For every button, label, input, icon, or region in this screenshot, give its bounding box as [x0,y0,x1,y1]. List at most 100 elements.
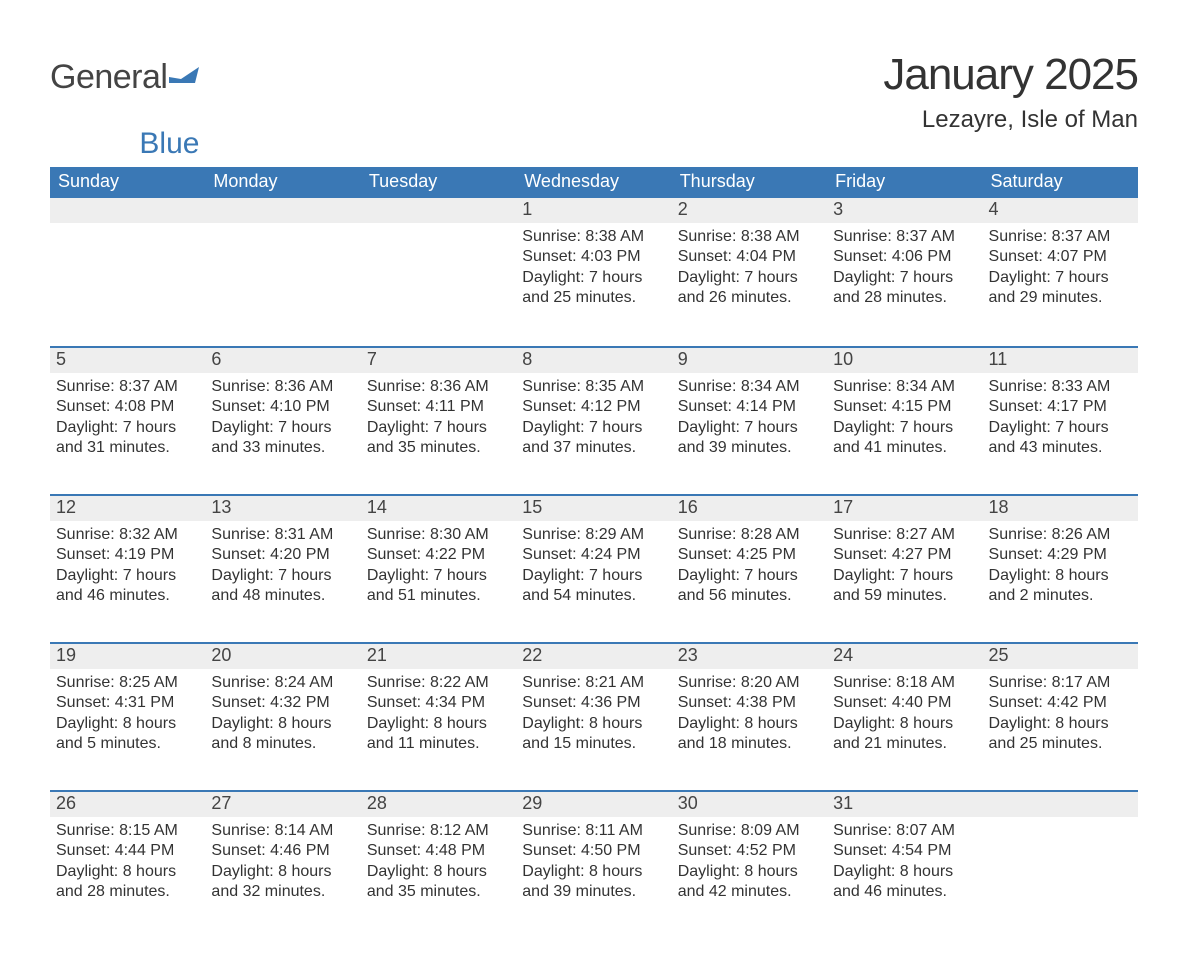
week-row: 12Sunrise: 8:32 AMSunset: 4:19 PMDayligh… [50,494,1138,642]
daylight-text-2: and 46 minutes. [56,586,199,606]
day-details: Sunrise: 8:11 AMSunset: 4:50 PMDaylight:… [516,817,671,921]
day-details [50,223,205,245]
daylight-text-2: and 35 minutes. [367,438,510,458]
day-details: Sunrise: 8:07 AMSunset: 4:54 PMDaylight:… [827,817,982,921]
week-row: 1Sunrise: 8:38 AMSunset: 4:03 PMDaylight… [50,198,1138,346]
sunset-text: Sunset: 4:48 PM [367,841,510,861]
daylight-text-2: and 54 minutes. [522,586,665,606]
weekday-sunday: Sunday [50,167,205,198]
day-cell [205,198,360,346]
daylight-text-2: and 35 minutes. [367,882,510,902]
sunset-text: Sunset: 4:34 PM [367,693,510,713]
day-details: Sunrise: 8:37 AMSunset: 4:07 PMDaylight:… [983,223,1138,327]
daylight-text-2: and 31 minutes. [56,438,199,458]
day-cell: 4Sunrise: 8:37 AMSunset: 4:07 PMDaylight… [983,198,1138,346]
weeks-container: 1Sunrise: 8:38 AMSunset: 4:03 PMDaylight… [50,198,1138,938]
sunrise-text: Sunrise: 8:25 AM [56,673,199,693]
weekday-thursday: Thursday [672,167,827,198]
day-number: 21 [361,644,516,669]
day-details: Sunrise: 8:37 AMSunset: 4:06 PMDaylight:… [827,223,982,327]
day-number: 3 [827,198,982,223]
day-number: 30 [672,792,827,817]
daylight-text-2: and 59 minutes. [833,586,976,606]
sunrise-text: Sunrise: 8:37 AM [833,227,976,247]
day-cell: 19Sunrise: 8:25 AMSunset: 4:31 PMDayligh… [50,644,205,790]
week-row: 26Sunrise: 8:15 AMSunset: 4:44 PMDayligh… [50,790,1138,938]
sunset-text: Sunset: 4:54 PM [833,841,976,861]
daylight-text-1: Daylight: 7 hours [211,418,354,438]
daylight-text-2: and 32 minutes. [211,882,354,902]
week-row: 5Sunrise: 8:37 AMSunset: 4:08 PMDaylight… [50,346,1138,494]
day-number: 23 [672,644,827,669]
sunset-text: Sunset: 4:52 PM [678,841,821,861]
day-cell: 1Sunrise: 8:38 AMSunset: 4:03 PMDaylight… [516,198,671,346]
daylight-text-1: Daylight: 7 hours [522,268,665,288]
day-cell [361,198,516,346]
daylight-text-1: Daylight: 7 hours [678,418,821,438]
sunrise-text: Sunrise: 8:30 AM [367,525,510,545]
weekday-header-row: Sunday Monday Tuesday Wednesday Thursday… [50,167,1138,198]
daylight-text-2: and 28 minutes. [833,288,976,308]
month-year-title: January 2025 [883,50,1138,100]
daylight-text-1: Daylight: 8 hours [56,714,199,734]
day-details: Sunrise: 8:31 AMSunset: 4:20 PMDaylight:… [205,521,360,625]
day-cell: 24Sunrise: 8:18 AMSunset: 4:40 PMDayligh… [827,644,982,790]
day-number: 10 [827,348,982,373]
day-cell: 10Sunrise: 8:34 AMSunset: 4:15 PMDayligh… [827,348,982,494]
daylight-text-1: Daylight: 8 hours [678,714,821,734]
daylight-text-2: and 51 minutes. [367,586,510,606]
day-number: 1 [516,198,671,223]
daylight-text-1: Daylight: 7 hours [56,418,199,438]
day-details: Sunrise: 8:37 AMSunset: 4:08 PMDaylight:… [50,373,205,477]
daylight-text-2: and 21 minutes. [833,734,976,754]
day-number [50,198,205,223]
day-cell: 26Sunrise: 8:15 AMSunset: 4:44 PMDayligh… [50,792,205,938]
daylight-text-1: Daylight: 7 hours [56,566,199,586]
daylight-text-1: Daylight: 8 hours [367,714,510,734]
day-cell: 21 Sunrise: 8:22 AMSunset: 4:34 PMDayligh… [361,644,516,790]
sunset-text: Sunset: 4:31 PM [56,693,199,713]
day-cell: 8Sunrise: 8:35 AMSunset: 4:12 PMDaylight… [516,348,671,494]
daylight-text-1: Daylight: 7 hours [833,566,976,586]
daylight-text-1: Daylight: 7 hours [367,566,510,586]
day-number: 15 [516,496,671,521]
sunset-text: Sunset: 4:04 PM [678,247,821,267]
daylight-text-2: and 28 minutes. [56,882,199,902]
day-details: Sunrise: 8:17 AMSunset: 4:42 PMDaylight:… [983,669,1138,773]
day-number: 27 [205,792,360,817]
sunset-text: Sunset: 4:15 PM [833,397,976,417]
daylight-text-2: and 8 minutes. [211,734,354,754]
day-number: 28 [361,792,516,817]
day-cell: 16Sunrise: 8:28 AMSunset: 4:25 PMDayligh… [672,496,827,642]
daylight-text-2: and 56 minutes. [678,586,821,606]
daylight-text-1: Daylight: 7 hours [833,418,976,438]
day-number: 29 [516,792,671,817]
day-cell: 31Sunrise: 8:07 AMSunset: 4:54 PMDayligh… [827,792,982,938]
sunset-text: Sunset: 4:14 PM [678,397,821,417]
sunrise-text: Sunrise: 8:36 AM [367,377,510,397]
sunset-text: Sunset: 4:03 PM [522,247,665,267]
sunrise-text: Sunrise: 8:28 AM [678,525,821,545]
day-cell: 27Sunrise: 8:14 AMSunset: 4:46 PMDayligh… [205,792,360,938]
day-details: Sunrise: 8:34 AMSunset: 4:15 PMDaylight:… [827,373,982,477]
day-cell: 14Sunrise: 8:30 AMSunset: 4:22 PMDayligh… [361,496,516,642]
weekday-monday: Monday [205,167,360,198]
sunrise-text: Sunrise: 8:22 AM [367,673,510,693]
sunset-text: Sunset: 4:50 PM [522,841,665,861]
weekday-wednesday: Wednesday [516,167,671,198]
day-cell: 22Sunrise: 8:21 AMSunset: 4:36 PMDayligh… [516,644,671,790]
day-number: 24 [827,644,982,669]
header: General Blue January 2025 Lezayre, Isle … [50,50,1138,161]
day-cell: 6Sunrise: 8:36 AMSunset: 4:10 PMDaylight… [205,348,360,494]
weekday-saturday: Saturday [983,167,1138,198]
logo-text-general: General [50,58,167,97]
day-cell: 3Sunrise: 8:37 AMSunset: 4:06 PMDaylight… [827,198,982,346]
sunset-text: Sunset: 4:20 PM [211,545,354,565]
day-number: 2 [672,198,827,223]
day-number: 5 [50,348,205,373]
day-details: Sunrise: 8:18 AMSunset: 4:40 PMDaylight:… [827,669,982,773]
daylight-text-1: Daylight: 8 hours [833,862,976,882]
flag-icon [169,67,199,87]
sunset-text: Sunset: 4:19 PM [56,545,199,565]
sunset-text: Sunset: 4:22 PM [367,545,510,565]
